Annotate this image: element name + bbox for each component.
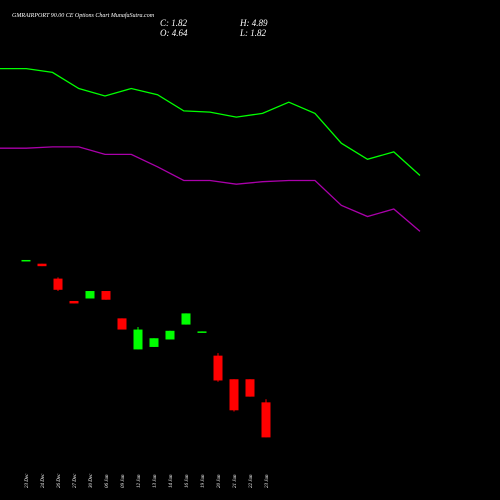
candle-body bbox=[53, 278, 63, 290]
close-info: C: 1.82 bbox=[160, 18, 188, 28]
x-tick-label: 09 Jan bbox=[121, 474, 126, 488]
high-info: H: 4.89 bbox=[239, 18, 268, 28]
x-tick-label: 13 Jan bbox=[153, 474, 158, 488]
x-tick-label: 06 Jan bbox=[105, 474, 110, 488]
candle-body bbox=[149, 338, 159, 347]
candle-body bbox=[21, 259, 31, 262]
candle-body bbox=[229, 379, 239, 411]
candle-body bbox=[245, 379, 255, 397]
x-tick-label: 22 Jan bbox=[249, 474, 254, 488]
candle-body bbox=[133, 329, 143, 350]
x-tick-label: 21 Jan bbox=[233, 474, 238, 488]
x-tick-label: 26 Dec bbox=[57, 473, 62, 488]
x-tick-label: 16 Jan bbox=[185, 474, 190, 488]
candle-body bbox=[197, 331, 207, 333]
x-tick-label: 23 Dec bbox=[25, 473, 30, 488]
x-tick-label: 27 Dec bbox=[73, 473, 78, 488]
candle-body bbox=[37, 263, 47, 267]
candle-body bbox=[181, 313, 191, 325]
candle-body bbox=[69, 300, 79, 304]
candle-body bbox=[101, 291, 111, 300]
low-info: L: 1.82 bbox=[239, 28, 267, 38]
x-tick-label: 20 Jan bbox=[217, 474, 222, 488]
chart-title: GMRAIRPORT 90.00 CE Options Chart Munafa… bbox=[12, 12, 155, 19]
candle-body bbox=[261, 402, 271, 438]
candle-body bbox=[117, 318, 127, 330]
candle-body bbox=[85, 291, 95, 299]
x-tick-label: 19 Jan bbox=[201, 474, 206, 488]
x-tick-label: 23 Jan bbox=[265, 474, 270, 488]
indicator-line bbox=[0, 67, 421, 176]
x-tick-label: 14 Jan bbox=[169, 474, 174, 488]
candle-body bbox=[213, 355, 223, 381]
x-tick-label: 24 Dec bbox=[41, 473, 46, 488]
open-info: O: 4.64 bbox=[160, 28, 188, 38]
x-tick-label: 30 Dec bbox=[89, 473, 94, 488]
candle-body bbox=[165, 330, 175, 340]
x-tick-label: 12 Jan bbox=[137, 474, 142, 488]
indicator-line bbox=[0, 146, 421, 232]
